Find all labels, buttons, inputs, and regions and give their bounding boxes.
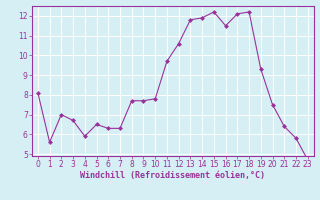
X-axis label: Windchill (Refroidissement éolien,°C): Windchill (Refroidissement éolien,°C) bbox=[80, 171, 265, 180]
